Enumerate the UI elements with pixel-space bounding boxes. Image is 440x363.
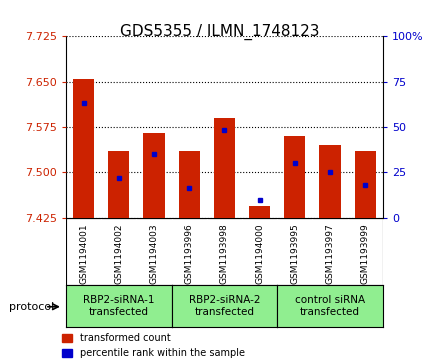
Bar <box>319 145 341 218</box>
Text: GSM1193995: GSM1193995 <box>290 223 299 284</box>
Text: GSM1193996: GSM1193996 <box>185 223 194 284</box>
Text: GSM1194000: GSM1194000 <box>255 223 264 284</box>
Bar <box>108 151 129 218</box>
Bar <box>355 151 376 218</box>
Bar <box>214 118 235 218</box>
Text: RBP2-siRNA-1
transfected: RBP2-siRNA-1 transfected <box>83 295 154 317</box>
Text: GSM1193997: GSM1193997 <box>326 223 334 284</box>
Text: GSM1194001: GSM1194001 <box>79 223 88 284</box>
Text: protocol: protocol <box>9 302 54 312</box>
Text: GSM1193998: GSM1193998 <box>220 223 229 284</box>
Text: GDS5355 / ILMN_1748123: GDS5355 / ILMN_1748123 <box>120 24 320 40</box>
Bar <box>143 133 165 218</box>
Text: GSM1193999: GSM1193999 <box>361 223 370 284</box>
Bar <box>249 206 270 218</box>
Bar <box>179 151 200 218</box>
Legend: transformed count, percentile rank within the sample: transformed count, percentile rank withi… <box>62 333 245 358</box>
Bar <box>73 79 94 218</box>
Text: GSM1194003: GSM1194003 <box>150 223 158 284</box>
Text: GSM1194002: GSM1194002 <box>114 223 123 284</box>
Text: control siRNA
transfected: control siRNA transfected <box>295 295 365 317</box>
Bar <box>284 136 305 218</box>
Text: RBP2-siRNA-2
transfected: RBP2-siRNA-2 transfected <box>189 295 260 317</box>
